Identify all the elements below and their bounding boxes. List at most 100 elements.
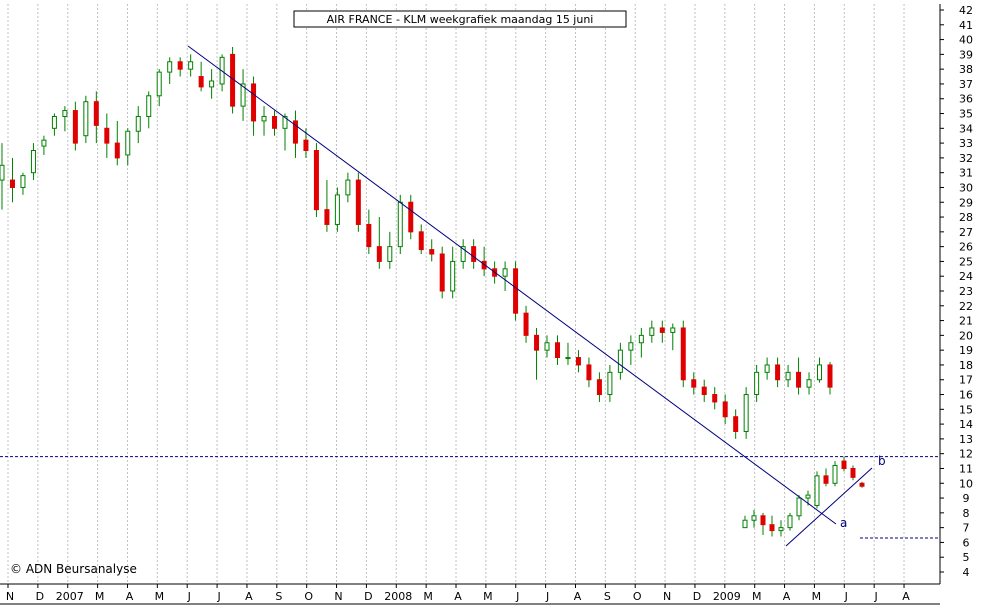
y-tick-label: 17 [959, 374, 973, 387]
candle-body-down [93, 101, 99, 126]
y-tick-label: 18 [959, 359, 973, 372]
candle-body-up [743, 394, 749, 432]
candle-body-down [114, 142, 120, 159]
candle-body-down [198, 76, 204, 88]
candle [209, 69, 215, 99]
candle [0, 143, 5, 210]
candle-body-down [177, 61, 183, 70]
candle-body-down [408, 201, 414, 233]
candle [72, 101, 78, 151]
candle-body-down [72, 110, 78, 144]
x-tick-label: A [454, 590, 462, 603]
candle [534, 327, 540, 380]
y-tick-label: 28 [959, 211, 973, 224]
x-tick-label: A [245, 590, 253, 603]
candle-body-up [764, 364, 770, 373]
chart-title-box [293, 10, 627, 28]
candle [832, 461, 838, 487]
candle [355, 172, 361, 232]
candle-body-down [272, 115, 278, 129]
candle [93, 91, 99, 144]
candle [628, 335, 634, 365]
candle [859, 481, 865, 488]
candle [20, 172, 26, 195]
candle [471, 239, 477, 269]
candle-body-down [554, 342, 560, 359]
y-tick-label: 23 [959, 285, 973, 298]
candle-body-down [513, 268, 519, 314]
candle-body-up [240, 83, 246, 107]
candle [345, 172, 351, 203]
candle [607, 364, 613, 402]
candle-body-up [832, 465, 838, 484]
downtrend-line [187, 45, 837, 525]
candle-body-up [125, 130, 131, 156]
candle [806, 372, 812, 395]
candle [146, 91, 152, 129]
y-tick-label: 19 [959, 344, 973, 357]
candle-body-up [188, 61, 194, 70]
annotation-a: a [840, 516, 847, 530]
candle-body-up [261, 115, 267, 122]
y-tick-label: 36 [959, 93, 973, 106]
x-tick-label: 2007 [56, 590, 84, 603]
candle-body-up [135, 115, 141, 132]
candle-body-up [742, 519, 748, 529]
candle-body-up [51, 115, 57, 129]
candle-body-down [823, 475, 829, 484]
candle [324, 180, 330, 232]
candle [408, 194, 414, 240]
y-tick-label: 15 [959, 403, 973, 416]
candle [366, 209, 372, 255]
candle [565, 342, 571, 365]
candle-body-down [471, 246, 477, 262]
candle-body-down [775, 364, 781, 381]
candle [554, 335, 560, 365]
candle-body-up [805, 494, 811, 499]
candle-body-up [62, 110, 68, 117]
annotation-b: b [878, 454, 886, 468]
y-tick-label: 21 [959, 315, 973, 328]
x-tick-label: N [334, 590, 342, 603]
candle-body-down [429, 249, 435, 255]
y-tick-label: 27 [959, 226, 973, 239]
candle [418, 224, 424, 255]
candle [334, 187, 340, 232]
candle [51, 113, 57, 136]
y-tick-label: 24 [959, 270, 973, 283]
candle [83, 95, 89, 144]
copyright-label: © ADN Beursanalyse [10, 562, 137, 576]
candle [659, 320, 665, 343]
candle-body-up [754, 371, 760, 396]
candle [691, 372, 697, 395]
candle-body-down [104, 127, 110, 144]
candle-body-up [751, 515, 757, 521]
candle-body-up [814, 475, 820, 506]
candle [9, 157, 15, 203]
candle [670, 323, 676, 351]
candle-body-up [397, 201, 403, 248]
candle-body-down [439, 253, 445, 292]
candle-body-down [841, 460, 847, 469]
x-tick-label: J [545, 590, 549, 603]
y-tick-label: 10 [959, 477, 973, 490]
x-tick-label: J [187, 590, 191, 603]
candle [125, 128, 131, 166]
candle-body-down [796, 371, 802, 388]
candle [722, 394, 728, 425]
candle-body-down [733, 416, 739, 433]
candle [376, 217, 382, 269]
x-tick-label: J [216, 590, 220, 603]
x-tick-label: M [423, 590, 433, 603]
candle [754, 364, 760, 402]
candle [680, 320, 686, 388]
candle-body-down [9, 179, 15, 188]
candle [114, 120, 120, 166]
candle-body-up [607, 371, 613, 396]
candle [198, 61, 204, 92]
candle-body-up [565, 357, 571, 360]
candle [743, 387, 749, 439]
candle [814, 471, 820, 509]
candle-body-down [292, 120, 298, 144]
